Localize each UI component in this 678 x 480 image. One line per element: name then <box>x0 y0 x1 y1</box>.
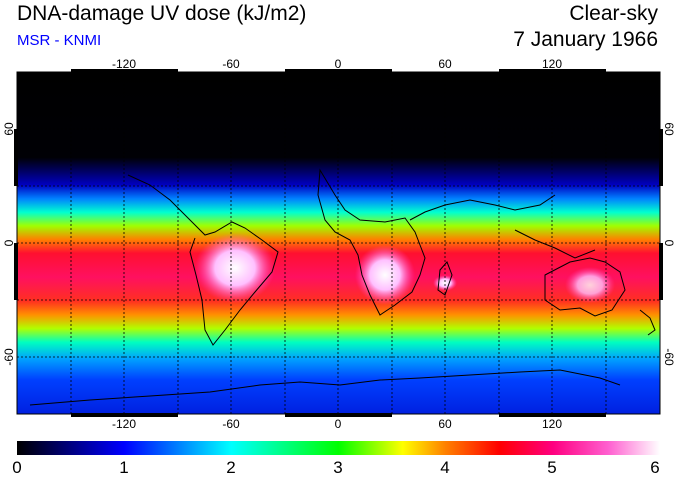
lon-tick-bottom-4: 60 <box>438 417 452 431</box>
colorbar-label-1: 1 <box>119 458 129 477</box>
colorbar-label-0: 0 <box>12 458 22 477</box>
lon-tick-bottom-5: 120 <box>542 417 562 431</box>
graticule <box>17 72 660 414</box>
lon-tick-bottom-1: -120 <box>112 417 136 431</box>
map-title: DNA-damage UV dose (kJ/m2) <box>17 2 307 25</box>
lon-tick-top-2: -60 <box>222 57 240 71</box>
lat-tick-right-2: 0 <box>662 240 676 247</box>
lon-tick-top-3: 0 <box>335 57 342 71</box>
lat-tick-left-2: 0 <box>2 239 16 246</box>
lon-tick-top-1: -120 <box>112 57 136 71</box>
lat-tick-left-1: 60 <box>2 122 16 136</box>
lat-tick-left-3: -60 <box>2 348 16 366</box>
sky-condition: Clear-sky <box>569 2 658 25</box>
lon-tick-top-4: 60 <box>438 57 452 71</box>
lon-tick-top-5: 120 <box>542 57 562 71</box>
credit-label: MSR - KNMI <box>17 32 102 49</box>
australia-hotspot <box>565 267 615 303</box>
africa-hotspot <box>355 245 415 305</box>
south-america-hotspot <box>195 233 275 303</box>
lon-tick-bottom-3: 0 <box>335 417 342 431</box>
map-date: 7 January 1966 <box>513 28 658 51</box>
colorbar-label-3: 3 <box>333 458 343 477</box>
lat-tick-right-1: 60 <box>662 122 676 136</box>
colorbar-label-5: 5 <box>547 458 557 477</box>
frame-segments <box>14 69 663 417</box>
colorbar-label-4: 4 <box>440 458 450 477</box>
colorbar-label-6: 6 <box>650 458 660 477</box>
lat-tick-right-3: -60 <box>662 348 676 366</box>
lon-tick-bottom-2: -60 <box>222 417 240 431</box>
colorbar-label-2: 2 <box>226 458 236 477</box>
colorbar <box>17 441 660 455</box>
